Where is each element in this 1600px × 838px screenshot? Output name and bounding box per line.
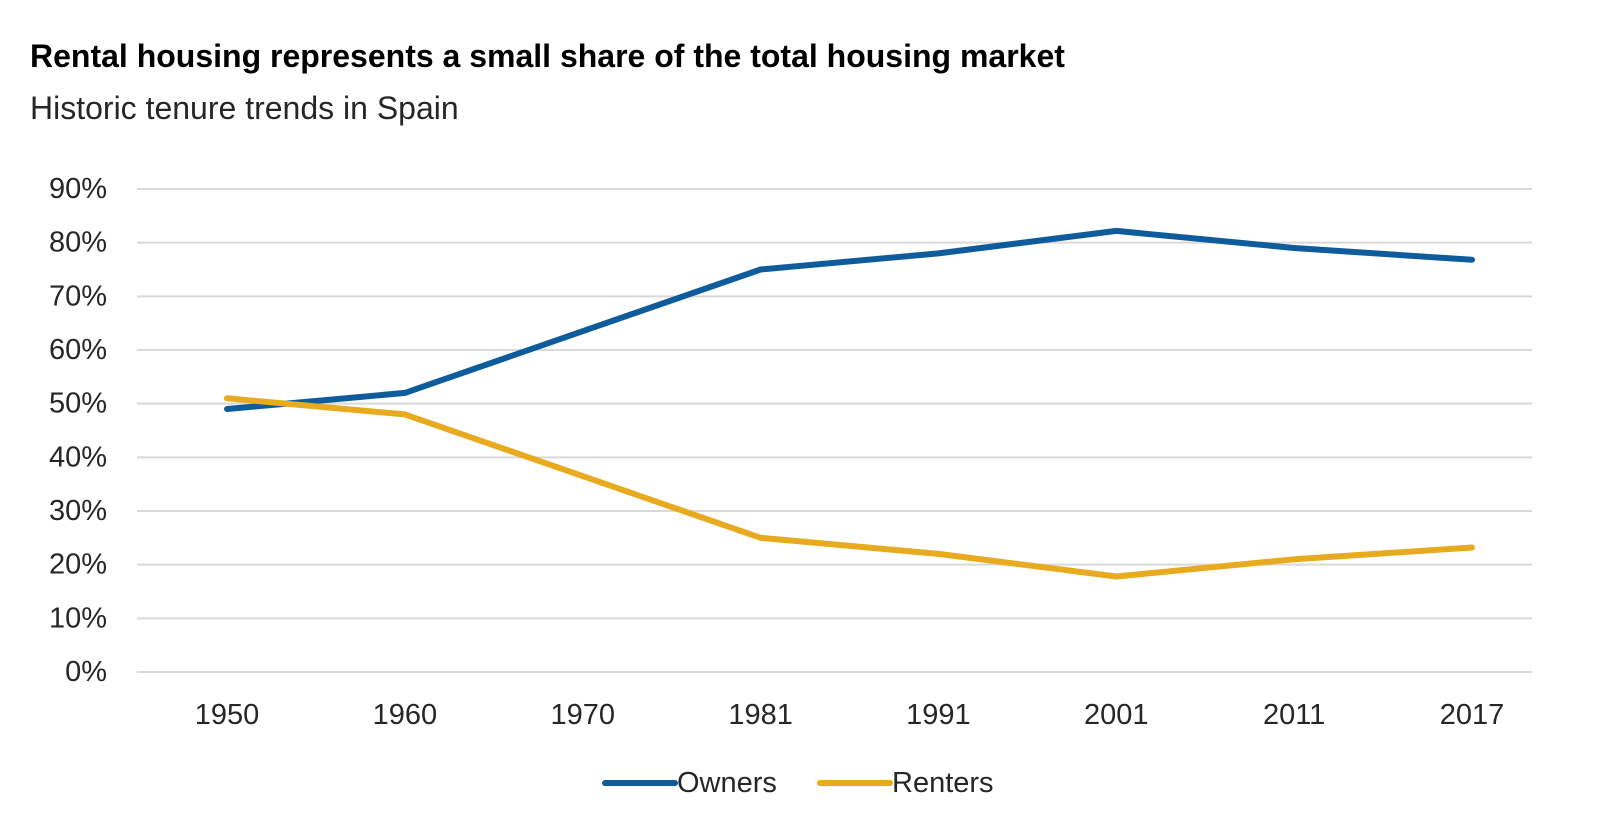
y-tick-label: 60% bbox=[49, 334, 107, 366]
x-tick-label: 1950 bbox=[195, 699, 260, 731]
x-tick-label: 2011 bbox=[1263, 699, 1325, 731]
chart-title: Rental housing represents a small share … bbox=[30, 38, 1065, 74]
y-tick-label: 50% bbox=[49, 388, 107, 420]
series-line-owners bbox=[224, 227, 1475, 412]
x-tick-label: 2001 bbox=[1084, 699, 1149, 731]
series-line-renters bbox=[224, 395, 1475, 580]
y-axis-tick-labels: 0% 10% 20% 30% 40% 50% 60% 70% 80% 90% bbox=[49, 173, 107, 688]
chart-subtitle: Historic tenure trends in Spain bbox=[30, 90, 459, 126]
x-tick-label: 1991 bbox=[906, 699, 971, 731]
gridlines bbox=[137, 188, 1532, 673]
series-lines bbox=[224, 227, 1475, 580]
y-tick-label: 20% bbox=[49, 549, 107, 581]
y-tick-label: 70% bbox=[49, 280, 107, 312]
x-tick-label: 1960 bbox=[373, 699, 438, 731]
y-tick-label: 10% bbox=[49, 602, 107, 634]
y-tick-label: 90% bbox=[49, 173, 107, 205]
legend-label-owners: Owners bbox=[677, 767, 777, 799]
y-tick-label: 0% bbox=[65, 656, 107, 688]
x-tick-label: 2017 bbox=[1440, 699, 1505, 731]
y-tick-label: 80% bbox=[49, 227, 107, 259]
x-tick-label: 1981 bbox=[728, 699, 793, 731]
legend: Owners Renters bbox=[602, 767, 994, 799]
x-tick-label: 1970 bbox=[550, 699, 615, 731]
legend-label-renters: Renters bbox=[892, 767, 994, 799]
x-axis-tick-labels: 1950 1960 1970 1981 1991 2001 2011 2017 bbox=[195, 699, 1505, 731]
y-tick-label: 30% bbox=[49, 495, 107, 527]
y-tick-label: 40% bbox=[49, 441, 107, 473]
